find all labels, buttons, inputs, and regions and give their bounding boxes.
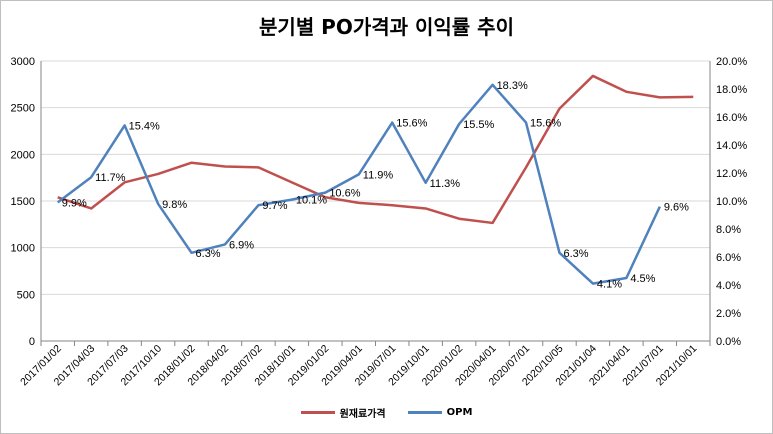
right-axis-tick-label: 12.0% bbox=[716, 168, 747, 180]
data-label: 6.3% bbox=[563, 248, 588, 260]
data-label: 18.3% bbox=[497, 80, 528, 92]
data-label: 9.7% bbox=[262, 200, 287, 212]
left-axis-tick-label: 0 bbox=[29, 336, 35, 348]
data-label: 11.3% bbox=[430, 178, 461, 190]
data-label: 9.8% bbox=[162, 199, 187, 211]
left-axis-tick-label: 3000 bbox=[11, 56, 35, 68]
legend-swatch-material-price bbox=[300, 411, 335, 414]
data-label: 4.1% bbox=[597, 279, 622, 291]
data-label: 10.1% bbox=[296, 195, 327, 207]
data-label: 6.9% bbox=[229, 239, 254, 251]
left-axis-tick-label: 1500 bbox=[11, 196, 35, 208]
data-label: 11.7% bbox=[95, 172, 126, 184]
legend-label-material-price: 원재료가격 bbox=[339, 409, 386, 420]
chart-legend: 원재료가격 OPM bbox=[1, 405, 772, 420]
data-label: 15.4% bbox=[129, 120, 160, 132]
right-axis-tick-label: 8.0% bbox=[716, 224, 741, 236]
right-axis-tick-label: 4.0% bbox=[716, 280, 741, 292]
left-axis-tick-label: 1000 bbox=[11, 243, 35, 255]
data-label: 9.9% bbox=[62, 197, 87, 209]
left-axis-tick-label: 500 bbox=[17, 289, 35, 301]
legend-item-material-price: 원재료가격 bbox=[300, 405, 386, 420]
left-axis-tick-label: 2000 bbox=[11, 149, 35, 161]
right-axis-tick-label: 14.0% bbox=[716, 140, 747, 152]
right-axis-tick-label: 6.0% bbox=[716, 252, 741, 264]
data-label: 4.5% bbox=[630, 273, 655, 285]
right-axis-tick-label: 2.0% bbox=[716, 308, 741, 320]
legend-item-opm: OPM bbox=[407, 405, 473, 420]
right-axis-tick-label: 16.0% bbox=[716, 112, 747, 124]
right-axis-tick-label: 20.0% bbox=[716, 56, 747, 68]
right-axis-tick-label: 18.0% bbox=[716, 84, 747, 96]
data-label: 11.9% bbox=[363, 169, 394, 181]
legend-label-opm: OPM bbox=[446, 407, 473, 418]
data-label: 15.6% bbox=[396, 118, 427, 130]
right-axis-tick-label: 10.0% bbox=[716, 196, 747, 208]
left-axis-tick-label: 2500 bbox=[11, 103, 35, 115]
data-label: 15.5% bbox=[463, 119, 494, 131]
data-label: 15.6% bbox=[530, 118, 561, 130]
chart-title: 분기별 PO가격과 이익률 추이 bbox=[259, 15, 514, 39]
data-label: 9.6% bbox=[664, 202, 689, 214]
legend-swatch-opm bbox=[407, 411, 442, 414]
right-axis-tick-label: 0.0% bbox=[716, 336, 741, 348]
series-line-material-price bbox=[57, 74, 694, 225]
data-label: 10.6% bbox=[329, 188, 360, 200]
data-label: 6.3% bbox=[196, 248, 221, 260]
